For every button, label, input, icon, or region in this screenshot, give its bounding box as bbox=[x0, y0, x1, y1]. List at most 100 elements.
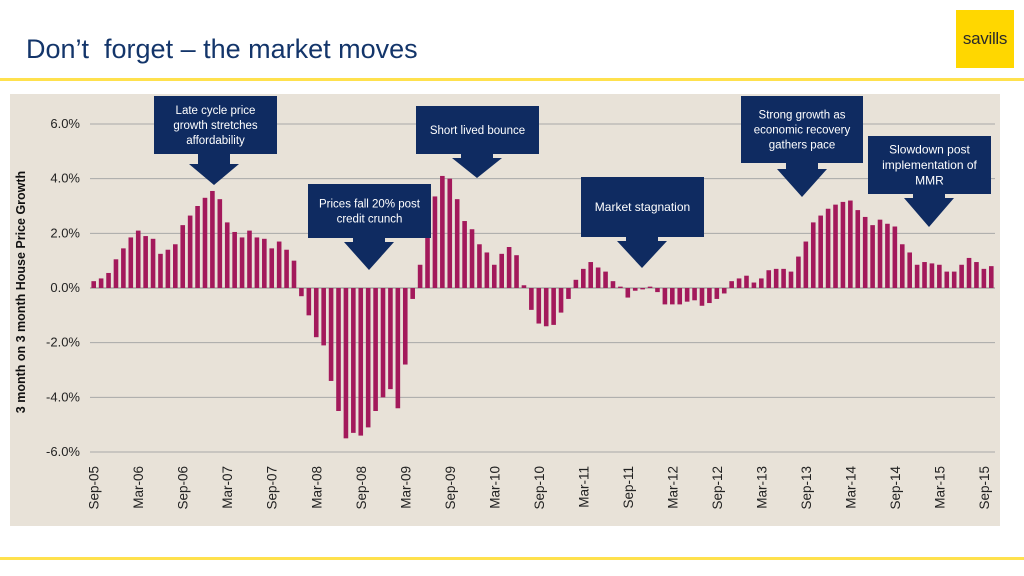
bar bbox=[670, 288, 675, 305]
x-tick-label: Sep-05 bbox=[87, 466, 102, 510]
bar bbox=[336, 288, 341, 411]
bar bbox=[840, 201, 846, 288]
callout-text: Late cycle price growth stretches affordab… bbox=[173, 105, 258, 147]
bar bbox=[751, 282, 757, 288]
x-tick-label: Sep-11 bbox=[621, 466, 636, 509]
bar bbox=[217, 199, 223, 288]
callout-text-line: MMR bbox=[915, 174, 944, 188]
bar bbox=[944, 271, 950, 288]
callout-text-line: Market stagnation bbox=[595, 200, 690, 214]
bar bbox=[647, 286, 653, 288]
bar bbox=[988, 266, 994, 288]
bar bbox=[677, 288, 683, 305]
callout-arrow bbox=[904, 194, 954, 227]
bar bbox=[684, 288, 690, 302]
bar bbox=[425, 222, 430, 288]
bar bbox=[951, 271, 957, 288]
bar bbox=[640, 288, 645, 290]
callout-text: Short lived bounce bbox=[430, 125, 525, 137]
x-tick-label: Sep-06 bbox=[176, 466, 191, 510]
bar bbox=[966, 257, 972, 288]
bar bbox=[262, 238, 267, 288]
bar bbox=[380, 288, 386, 398]
bar bbox=[603, 271, 608, 288]
bar bbox=[499, 253, 505, 288]
bar bbox=[462, 221, 467, 288]
y-tick-label: -2.0% bbox=[46, 335, 80, 350]
bar bbox=[618, 286, 623, 288]
x-tick-label: Sep-15 bbox=[977, 466, 992, 510]
bar bbox=[313, 288, 319, 338]
callout-text-line: Slowdown post bbox=[889, 143, 970, 157]
bar bbox=[328, 288, 334, 381]
y-axis-label: 3 month on 3 month House Price Growth bbox=[14, 171, 28, 413]
bar bbox=[937, 264, 942, 288]
callout-text-line: gathers pace bbox=[769, 140, 836, 152]
callout-arrow bbox=[617, 237, 667, 268]
bar bbox=[477, 244, 482, 288]
x-tick-label: Sep-14 bbox=[888, 466, 903, 510]
bar bbox=[440, 175, 445, 288]
bar bbox=[907, 252, 912, 288]
bar bbox=[506, 247, 512, 288]
bar bbox=[202, 197, 208, 288]
bar bbox=[848, 200, 853, 288]
bar bbox=[395, 288, 401, 409]
y-tick-label: 6.0% bbox=[50, 116, 80, 131]
bar bbox=[180, 225, 186, 288]
bar bbox=[803, 241, 809, 288]
bar bbox=[135, 230, 141, 288]
bar bbox=[974, 262, 979, 288]
callout-arrow bbox=[777, 163, 827, 197]
bar bbox=[484, 252, 490, 288]
bar bbox=[150, 238, 156, 288]
bar bbox=[825, 208, 831, 288]
bar bbox=[855, 210, 861, 288]
bar bbox=[447, 178, 453, 288]
callout-arrow bbox=[189, 154, 239, 185]
callout-text: Strong growth as economic recovery gathers… bbox=[754, 110, 851, 152]
bar bbox=[744, 275, 749, 288]
bar bbox=[321, 288, 326, 346]
callout-text-line: credit crunch bbox=[337, 214, 403, 226]
y-tick-label: 4.0% bbox=[50, 171, 80, 186]
bar bbox=[98, 278, 104, 288]
bar bbox=[773, 268, 779, 288]
bar bbox=[187, 215, 193, 288]
bar bbox=[410, 288, 415, 299]
bar bbox=[721, 288, 727, 294]
bar bbox=[232, 231, 237, 288]
chart-panel bbox=[10, 94, 1000, 526]
bar bbox=[388, 288, 393, 390]
bar bbox=[529, 288, 534, 310]
callout-box bbox=[741, 96, 863, 163]
bar bbox=[551, 288, 556, 325]
bar bbox=[173, 244, 178, 288]
bar bbox=[291, 260, 297, 288]
bar bbox=[781, 268, 786, 288]
bar bbox=[810, 222, 816, 288]
callout-text-line: Short lived bounce bbox=[430, 125, 525, 137]
header-rule bbox=[0, 78, 1024, 81]
callout-box bbox=[868, 136, 991, 194]
bar bbox=[885, 223, 890, 288]
x-tick-label: Sep-07 bbox=[265, 466, 280, 510]
bar bbox=[714, 288, 720, 299]
bar bbox=[454, 199, 460, 288]
callout-box bbox=[154, 96, 277, 154]
bar bbox=[373, 288, 378, 411]
bar bbox=[402, 288, 408, 365]
bar bbox=[521, 285, 527, 288]
bar bbox=[536, 288, 542, 324]
bar bbox=[276, 241, 282, 288]
bar bbox=[91, 281, 97, 288]
callout-arrow bbox=[452, 154, 502, 178]
logo-text: savills bbox=[962, 29, 1008, 48]
bar bbox=[892, 226, 898, 288]
bar bbox=[981, 268, 987, 288]
bar bbox=[759, 278, 764, 288]
bar bbox=[788, 271, 794, 288]
callout-box bbox=[581, 177, 704, 237]
y-tick-label: 2.0% bbox=[50, 225, 80, 240]
bar bbox=[862, 216, 868, 288]
